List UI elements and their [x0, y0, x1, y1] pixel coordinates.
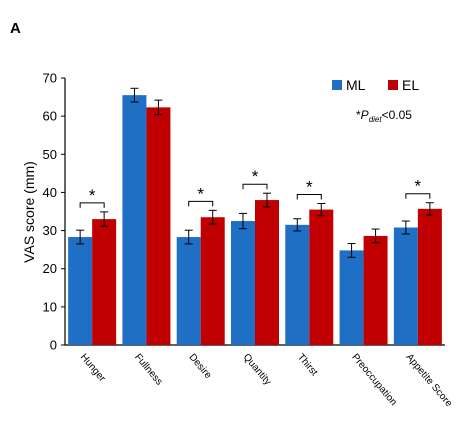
significance-bracket-appetite-score	[405, 193, 431, 199]
x-tick-label-hunger: Hunger	[78, 352, 108, 385]
bar-el-hunger	[92, 219, 117, 345]
significance-star-desire: *	[197, 184, 204, 203]
note-prefix: *	[356, 108, 361, 122]
significance-bracket-desire	[188, 200, 214, 207]
x-tick-label-appetite-score: Appetite Score	[404, 352, 455, 410]
bar-ml-preoccupation	[339, 250, 364, 345]
x-tick-label-fullness: Fullness	[132, 352, 164, 388]
bar-el-appetite-score	[417, 208, 442, 345]
note-p: P	[361, 108, 369, 122]
y-tick-label: 20	[43, 261, 57, 276]
significance-star-appetite-score: *	[415, 177, 422, 196]
y-tick-label: 30	[43, 223, 57, 238]
legend-label-el: EL	[402, 77, 419, 93]
y-tick-label: 0	[50, 338, 57, 353]
legend-swatch-el	[388, 80, 398, 90]
y-tick-label: 40	[43, 185, 57, 200]
significance-bracket-thirst	[296, 193, 322, 200]
x-tick-label-thirst: Thirst	[295, 352, 320, 378]
bar-ml-appetite-score	[393, 227, 418, 345]
y-tick-label: 60	[43, 109, 57, 124]
significance-bracket-quantity	[242, 183, 268, 190]
x-tick-label-desire: Desire	[186, 352, 213, 382]
legend-label-ml: ML	[346, 77, 366, 93]
legend-swatch-ml	[332, 80, 342, 90]
significance-bracket-hunger	[79, 202, 105, 208]
y-tick-label: 50	[43, 147, 57, 162]
x-ticks: Hunger Fullness Desire Quantity Thirst Preocc…	[78, 352, 455, 410]
bar-ml-fullness	[122, 95, 147, 346]
note-sub: diet	[369, 115, 383, 124]
y-tick-label: 70	[43, 71, 57, 86]
legend: ML EL	[332, 77, 419, 93]
panel-label: A	[10, 20, 21, 37]
bar-el-desire	[200, 217, 225, 345]
significance-note: *Pdiet<0.05	[356, 108, 412, 124]
significance-star-thirst: *	[306, 177, 313, 196]
significance-star-hunger: *	[89, 186, 96, 205]
error-bars	[76, 87, 434, 258]
bar-el-quantity	[255, 200, 279, 345]
bar-el-fullness	[146, 107, 171, 346]
x-tick-label-preoccupation: Preoccupation	[349, 352, 399, 408]
x-tick-label-quantity: Quantity	[241, 352, 273, 388]
significance-star-quantity: *	[252, 167, 259, 186]
y-tick-label: 10	[43, 299, 57, 314]
bar-ml-desire	[176, 237, 201, 345]
significance-markers: * * * * *	[79, 167, 431, 208]
bar-ml-hunger	[68, 237, 93, 345]
bar-el-thirst	[309, 209, 334, 345]
bar-ml-quantity	[231, 221, 255, 345]
y-axis-title: VAS score (mm)	[21, 161, 37, 263]
bars	[68, 95, 442, 346]
bar-el-preoccupation	[363, 235, 388, 345]
y-ticks: 0 10 20 30 40 50 60 70	[43, 71, 65, 353]
bar-ml-thirst	[285, 224, 310, 345]
note-suffix: <0.05	[382, 108, 413, 122]
